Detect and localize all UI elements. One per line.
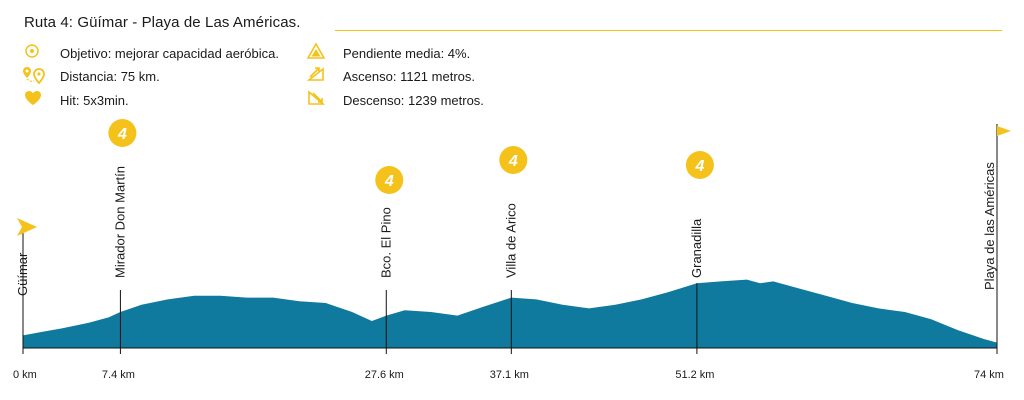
title-divider	[335, 30, 1002, 31]
stat-ascent: Ascenso: 1121 metros.	[307, 67, 475, 85]
km-tick-label: 37.1 km	[490, 369, 529, 381]
stat-objective-text: Objetivo: mejorar capacidad aeróbica.	[60, 45, 279, 61]
km-tick-label: 7.4 km	[102, 369, 135, 381]
stat-distance: Distancia: 75 km.	[23, 67, 160, 85]
location-label: Mirador Don Martín	[112, 166, 127, 278]
slope-triangle-icon	[307, 43, 325, 59]
stat-hit-text: Hit: 5x3min.	[60, 92, 129, 108]
stat-ascent-text: Ascenso: 1121 metros.	[343, 68, 475, 84]
location-label: Granadilla	[689, 218, 704, 278]
ascent-icon	[307, 67, 324, 81]
stat-hit: Hit: 5x3min.	[25, 91, 129, 109]
route-pin-icon	[23, 67, 45, 84]
elevation-profile-area	[23, 279, 997, 348]
category-badge-number: 4	[384, 173, 394, 190]
km-tick-label: 0 km	[13, 369, 37, 381]
category-badge-number: 4	[508, 153, 518, 170]
stat-descent-text: Descenso: 1239 metros.	[343, 92, 484, 108]
category-badge	[375, 166, 404, 194]
location-label: Playa de las Américas	[982, 162, 997, 290]
km-tick-label: 74 km	[974, 369, 1004, 381]
category-badge	[685, 151, 714, 179]
target-icon	[25, 44, 39, 58]
location-label: Güímar	[15, 252, 30, 296]
category-badge-number: 4	[694, 158, 704, 175]
location-label: Bco. El Pino	[378, 207, 393, 278]
category-badge-number: 4	[117, 126, 127, 143]
category-badge	[108, 119, 137, 147]
stat-distance-text: Distancia: 75 km.	[60, 68, 160, 84]
route-title: Ruta 4: Güímar - Playa de Las Américas.	[24, 14, 301, 31]
descent-icon	[308, 90, 325, 105]
km-tick-label: 51.2 km	[675, 369, 714, 381]
start-flag-icon	[17, 218, 37, 236]
heart-icon	[25, 91, 41, 105]
finish-flag-icon	[997, 126, 1011, 136]
category-badge	[499, 146, 528, 174]
stat-slope-text: Pendiente media: 4%.	[343, 45, 471, 61]
stat-descent: Descenso: 1239 metros.	[308, 90, 484, 109]
km-tick-label: 27.6 km	[365, 369, 404, 381]
stat-slope: Pendiente media: 4%.	[307, 43, 471, 62]
stat-objective: Objetivo: mejorar capacidad aeróbica.	[25, 44, 279, 62]
location-label: Villa de Arico	[503, 203, 518, 278]
